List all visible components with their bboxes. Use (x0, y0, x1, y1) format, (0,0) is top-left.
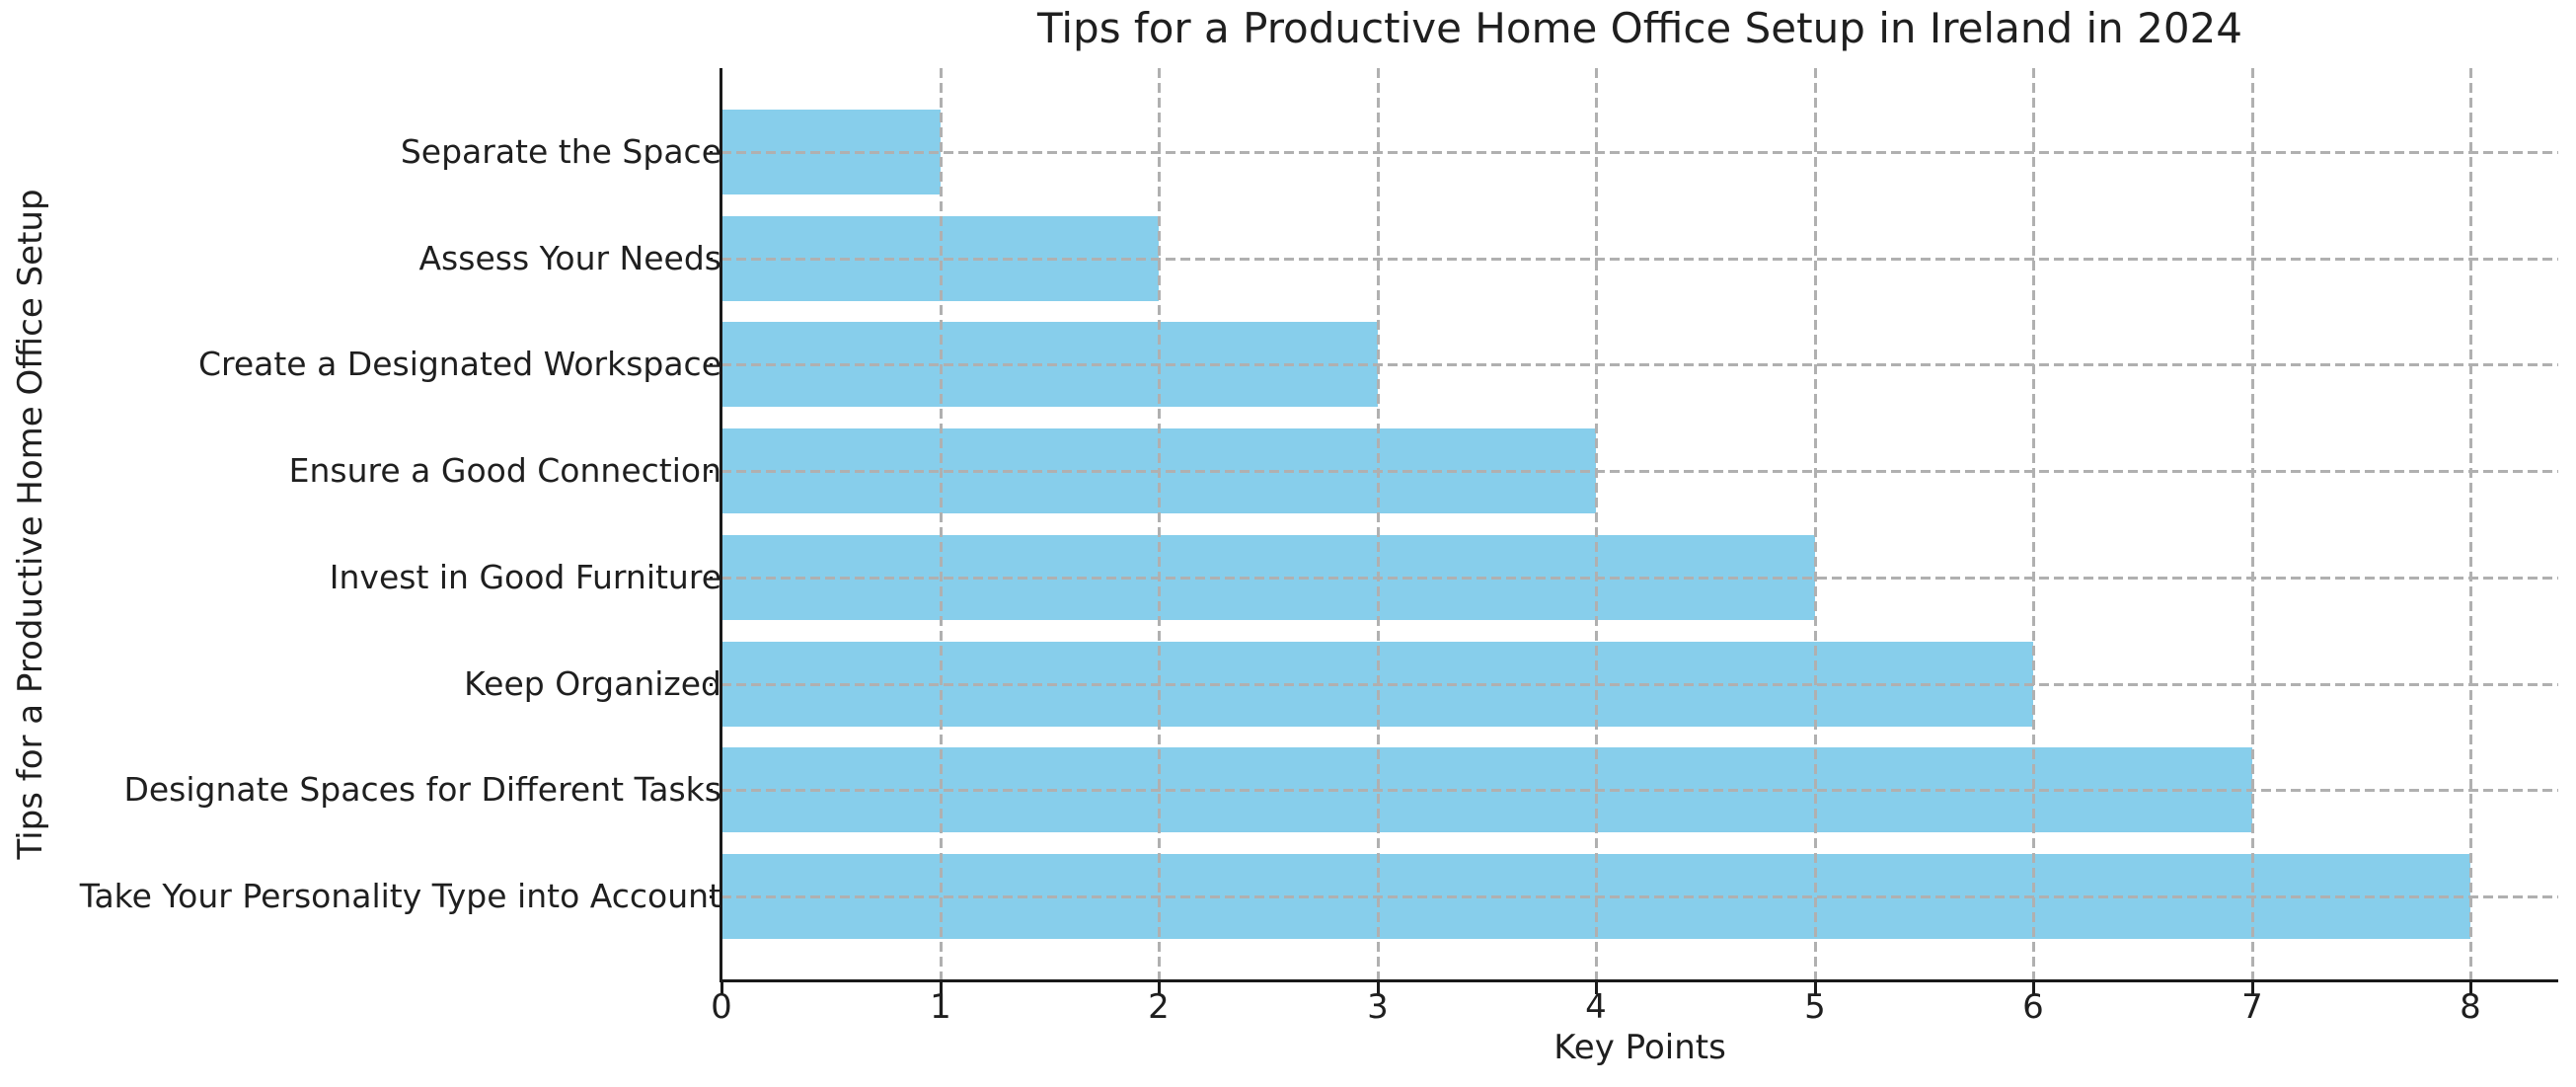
y-tick-1 (710, 151, 713, 154)
x-tick-label-4: 4 (1585, 987, 1607, 1027)
x-axis-spine (720, 979, 2558, 982)
v-gridline-5 (1814, 68, 1817, 980)
v-gridline-8 (2469, 68, 2472, 980)
x-tick-label-6: 6 (2022, 987, 2044, 1027)
chart-title: Tips for a Productive Home Office Setup … (1037, 4, 2242, 52)
y-tick-2 (710, 258, 713, 261)
y-tick-4 (710, 470, 713, 473)
h-gridline-7 (721, 789, 2558, 792)
x-tick-8 (2469, 982, 2472, 994)
x-tick-0 (720, 982, 723, 994)
x-tick-label-7: 7 (2241, 987, 2263, 1027)
y-tick-7 (710, 789, 713, 792)
y-tick-label-1: Separate the Space (400, 132, 721, 171)
y-tick-3 (710, 363, 713, 366)
x-tick-5 (1814, 982, 1817, 994)
x-tick-7 (2251, 982, 2254, 994)
x-tick-label-1: 1 (930, 987, 951, 1027)
x-tick-label-0: 0 (711, 987, 732, 1027)
v-gridline-4 (1595, 68, 1598, 980)
v-gridline-1 (940, 68, 943, 980)
x-tick-6 (2032, 982, 2035, 994)
x-tick-2 (1158, 982, 1161, 994)
y-tick-label-2: Assess Your Needs (418, 239, 721, 277)
v-gridline-7 (2251, 68, 2254, 980)
h-gridline-2 (721, 258, 2558, 261)
h-gridline-6 (721, 683, 2558, 686)
y-tick-6 (710, 683, 713, 686)
y-tick-label-6: Keep Organized (464, 664, 721, 703)
y-tick-label-4: Ensure a Good Connection (288, 451, 721, 490)
y-tick-label-5: Invest in Good Furniture (329, 558, 721, 596)
x-tick-label-3: 3 (1367, 987, 1389, 1027)
x-tick-label-8: 8 (2460, 987, 2481, 1027)
v-gridline-3 (1377, 68, 1380, 980)
y-axis-spine (720, 68, 722, 980)
plot-area: 0 1 2 3 4 5 6 7 8 Separate the Space Assess Your N… (80, 68, 2558, 1027)
x-tick-label-5: 5 (1804, 987, 1826, 1027)
y-tick-label-7: Designate Spaces for Different Tasks (123, 770, 721, 809)
h-gridline-8 (721, 895, 2558, 898)
y-tick-label-3: Create a Designated Workspace (197, 345, 721, 383)
x-axis-label: Key Points (1553, 1028, 1726, 1067)
y-tick-8 (710, 895, 713, 898)
v-gridline-6 (2032, 68, 2035, 980)
x-tick-3 (1377, 982, 1380, 994)
h-gridline-5 (721, 577, 2558, 580)
h-gridline-4 (721, 470, 2558, 473)
y-axis-label: Tips for a Productive Home Office Setup (11, 189, 50, 860)
x-tick-1 (940, 982, 943, 994)
y-tick-label-8: Take Your Personality Type into Account (79, 877, 721, 915)
v-gridline-2 (1158, 68, 1161, 980)
y-tick-5 (710, 577, 713, 580)
h-gridline-1 (721, 151, 2558, 154)
h-gridline-3 (721, 363, 2558, 366)
x-tick-4 (1595, 982, 1598, 994)
x-tick-label-2: 2 (1148, 987, 1170, 1027)
